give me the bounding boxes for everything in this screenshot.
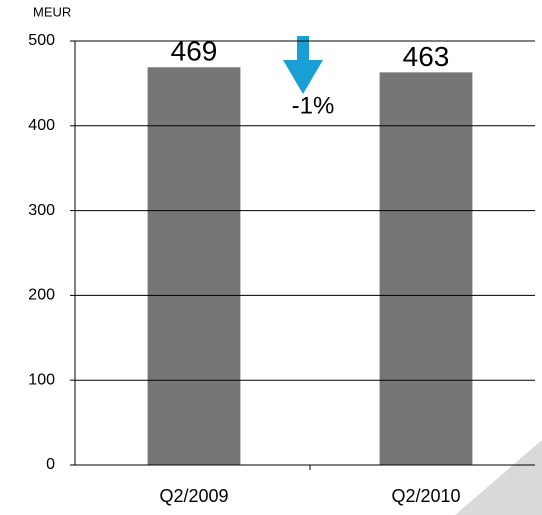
y-tick-label: 500 [28, 32, 55, 49]
y-tick-label: 200 [28, 287, 55, 304]
y-tick-label: 300 [28, 202, 55, 219]
y-tick-label: 0 [46, 456, 55, 473]
y-axis-label: MEUR [33, 4, 71, 19]
x-tick-label: Q2/2009 [159, 486, 228, 506]
bar [379, 72, 473, 465]
bar [147, 67, 241, 466]
value-label: 463 [403, 41, 450, 72]
down-arrow [283, 36, 323, 94]
corner-decoration [455, 440, 542, 515]
annotation: -1% [292, 92, 335, 119]
y-tick-label: 100 [28, 371, 55, 388]
x-tick-label: Q2/2010 [391, 486, 460, 506]
value-label: 469 [171, 36, 218, 67]
y-tick-label: 400 [28, 117, 55, 134]
